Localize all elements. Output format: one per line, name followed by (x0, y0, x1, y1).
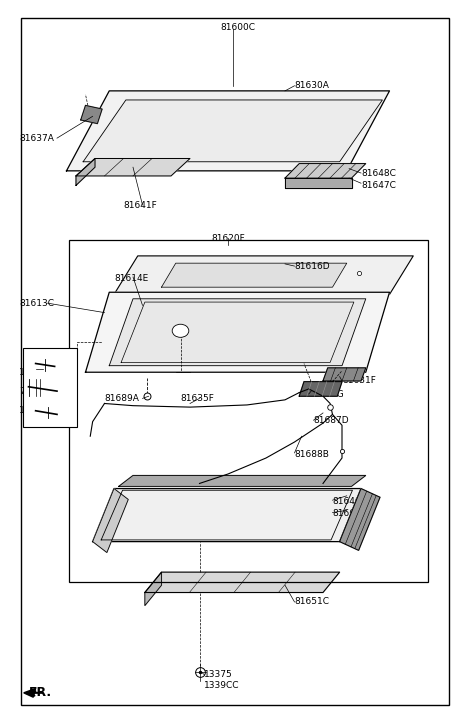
Polygon shape (86, 292, 389, 372)
Polygon shape (81, 105, 102, 124)
Text: 81620F: 81620F (211, 234, 245, 243)
Polygon shape (285, 164, 366, 178)
Text: FR.: FR. (28, 686, 52, 699)
Text: 81689A: 81689A (104, 394, 139, 403)
Polygon shape (340, 489, 380, 550)
Polygon shape (145, 572, 340, 593)
Polygon shape (93, 489, 361, 542)
Polygon shape (76, 158, 95, 185)
Text: 81616D: 81616D (294, 262, 330, 270)
Ellipse shape (172, 324, 189, 337)
Text: 1339CC: 1339CC (204, 681, 240, 690)
Text: 13375: 13375 (204, 670, 233, 679)
Polygon shape (24, 688, 36, 697)
Polygon shape (323, 368, 366, 381)
Polygon shape (299, 382, 342, 396)
Text: 71378A: 71378A (19, 387, 54, 395)
Text: 81687D: 81687D (314, 416, 349, 425)
Text: 81688B: 81688B (294, 450, 329, 459)
Bar (69, 240, 428, 582)
Polygon shape (109, 299, 366, 366)
Text: 81630A: 81630A (294, 81, 329, 90)
Text: 1129ED: 1129ED (19, 369, 54, 377)
Text: 81614E: 81614E (114, 274, 148, 283)
Text: 81613C: 81613C (19, 299, 54, 308)
Text: 81651C: 81651C (294, 598, 330, 606)
Polygon shape (285, 178, 352, 188)
Text: 81647C: 81647C (361, 181, 396, 190)
Text: 81631F: 81631F (342, 377, 376, 385)
Text: 81660: 81660 (332, 510, 361, 518)
Text: 81648C: 81648C (361, 169, 396, 177)
Polygon shape (114, 256, 413, 294)
Text: 81600C: 81600C (220, 23, 255, 32)
Polygon shape (83, 100, 382, 162)
Text: 81671G: 81671G (309, 390, 344, 398)
Bar (23, 348, 77, 427)
Text: 1129ED: 1129ED (19, 406, 54, 414)
Polygon shape (162, 263, 347, 287)
Text: 81635F: 81635F (180, 394, 214, 403)
Polygon shape (119, 475, 366, 486)
Text: 81646B: 81646B (332, 497, 367, 506)
Polygon shape (66, 91, 389, 171)
Polygon shape (145, 572, 162, 606)
Text: 81641F: 81641F (124, 201, 157, 209)
Polygon shape (76, 158, 190, 176)
Text: 81637A: 81637A (19, 134, 54, 142)
Polygon shape (93, 489, 128, 553)
